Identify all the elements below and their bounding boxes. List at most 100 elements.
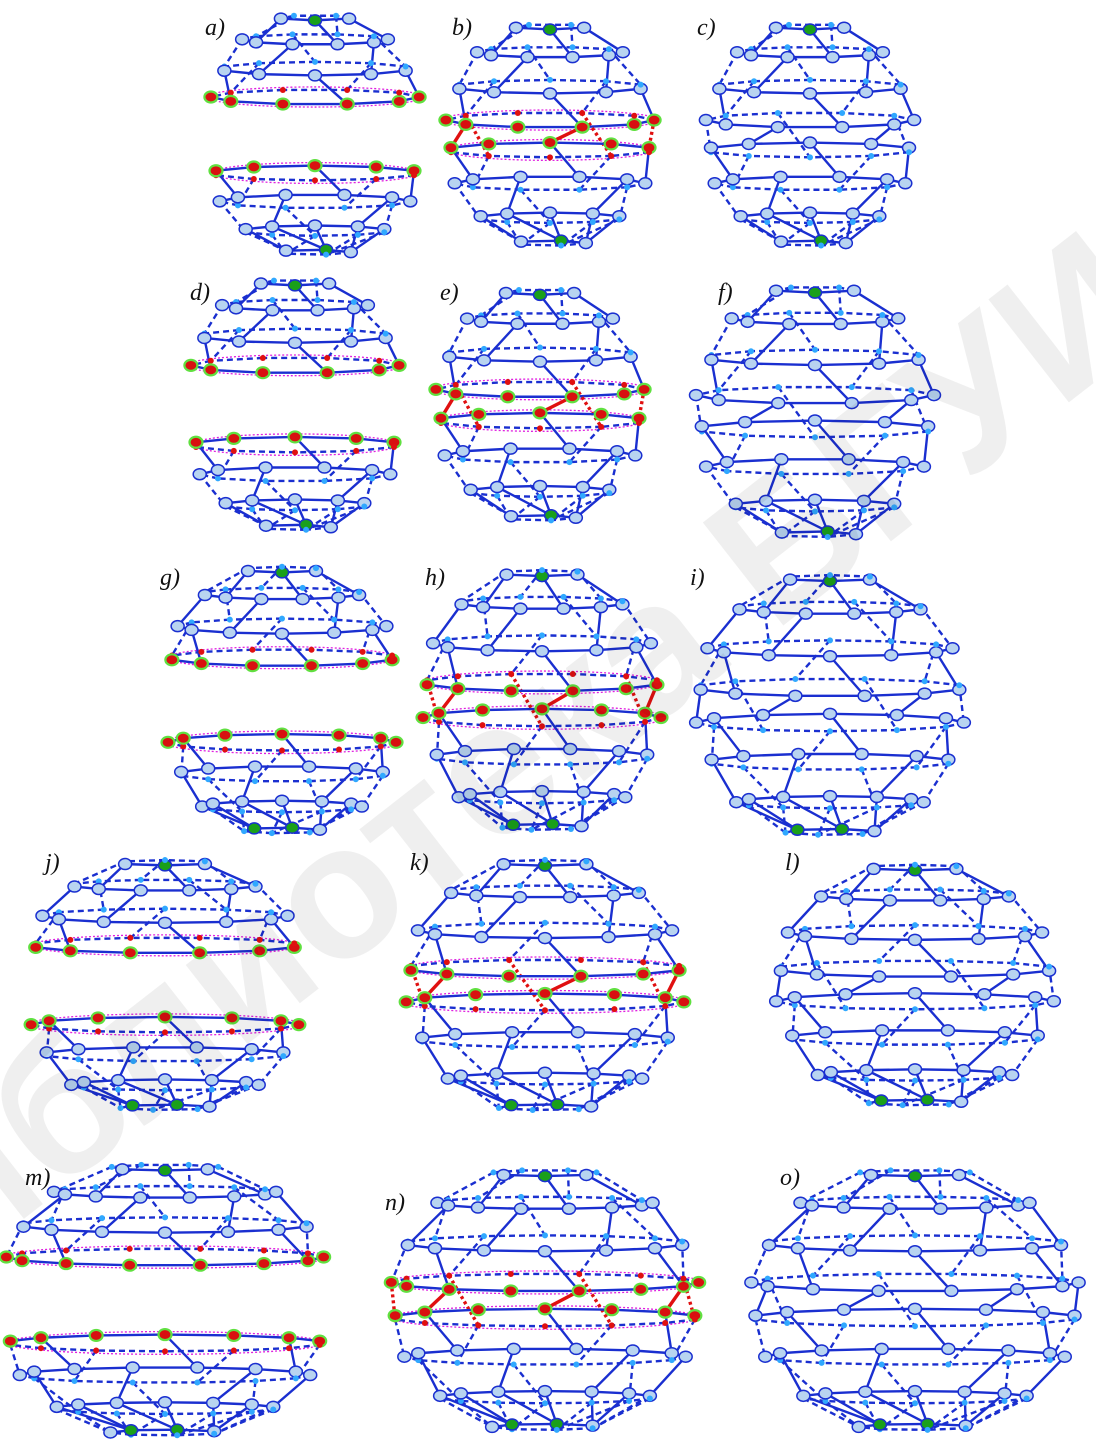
back-bond: [847, 434, 886, 475]
back-bond: [233, 449, 296, 454]
atom: [834, 822, 850, 836]
bond: [845, 868, 875, 900]
back-atom: [777, 186, 784, 193]
atom: [838, 988, 853, 1001]
back-atom: [117, 1104, 124, 1111]
atom: [364, 463, 380, 477]
bond: [797, 1247, 851, 1252]
back-atom: [48, 1217, 55, 1224]
back-atom: [389, 652, 396, 659]
back-atom: [193, 1058, 200, 1065]
bond: [950, 973, 1014, 978]
back-bond: [212, 808, 243, 813]
back-atom: [975, 923, 982, 930]
atom: [417, 1305, 433, 1319]
back-atom: [542, 1323, 548, 1330]
back-bond: [418, 1358, 458, 1365]
back-bond: [512, 1363, 546, 1405]
back-bond: [830, 1076, 870, 1105]
atom: [611, 744, 627, 758]
back-atom: [858, 766, 865, 773]
atom: [285, 38, 300, 51]
back-bond: [234, 1186, 266, 1191]
back-atom: [316, 1341, 323, 1348]
bond: [277, 1228, 309, 1262]
atom: [791, 747, 806, 761]
back-atom: [574, 568, 581, 575]
back-bond: [445, 114, 467, 122]
atom: [474, 703, 491, 717]
atom: [790, 1242, 806, 1255]
back-atom: [841, 1322, 848, 1329]
bond: [77, 1403, 132, 1432]
bond: [802, 1394, 881, 1426]
back-atom: [186, 876, 193, 883]
atom: [458, 117, 474, 132]
atom: [712, 82, 727, 96]
atom: [796, 1389, 811, 1403]
back-atom: [875, 1270, 882, 1277]
back-bond: [745, 434, 816, 439]
atom: [773, 235, 789, 248]
back-bond: [705, 465, 728, 473]
atom: [601, 930, 616, 944]
back-bond: [125, 858, 166, 863]
atom: [312, 823, 328, 836]
back-atom: [791, 1002, 798, 1009]
back-atom: [537, 425, 543, 432]
back-atom: [221, 746, 228, 753]
back-bond: [862, 801, 925, 836]
atom: [729, 795, 744, 809]
bond: [663, 1311, 673, 1354]
atom: [133, 1191, 148, 1204]
back-atom: [308, 646, 315, 653]
back-bond: [196, 1058, 252, 1063]
back-bond: [950, 959, 1014, 965]
atom: [501, 969, 517, 983]
back-atom: [485, 152, 492, 159]
atom: [428, 382, 444, 396]
back-bond: [285, 252, 327, 256]
bond: [258, 43, 294, 76]
bond: [814, 498, 864, 503]
back-bond: [426, 638, 449, 681]
back-atom: [576, 1270, 583, 1277]
atom: [573, 969, 589, 983]
back-atom: [924, 1426, 931, 1433]
back-atom: [539, 800, 545, 807]
atom: [805, 1283, 821, 1296]
bond: [56, 1405, 132, 1432]
atom: [718, 118, 734, 131]
back-atom: [616, 759, 623, 766]
bond: [750, 362, 816, 367]
back-atom: [495, 1399, 502, 1406]
atom: [534, 702, 550, 716]
back-atom: [539, 567, 545, 574]
back-atom: [577, 957, 584, 964]
atom: [570, 1025, 586, 1039]
bond: [324, 466, 373, 472]
back-bond: [544, 1082, 594, 1086]
bond: [914, 937, 979, 942]
back-bond: [204, 328, 240, 335]
back-bond: [746, 286, 792, 316]
atom: [447, 1027, 463, 1041]
bond: [786, 1311, 823, 1352]
atom: [909, 749, 924, 763]
atom: [467, 988, 484, 1002]
atom: [197, 331, 212, 345]
back-atom: [250, 176, 257, 183]
bond: [462, 447, 511, 453]
back-atom: [210, 1410, 217, 1417]
back-bond: [608, 48, 642, 86]
back-bond: [780, 473, 816, 513]
back-bond: [640, 1274, 684, 1280]
atom: [284, 821, 300, 834]
back-atom: [127, 934, 134, 941]
atom: [473, 315, 489, 329]
back-bond: [618, 187, 629, 220]
back-bond: [314, 60, 372, 65]
atom: [484, 1420, 500, 1434]
atom: [904, 393, 919, 407]
atom: [273, 12, 289, 25]
